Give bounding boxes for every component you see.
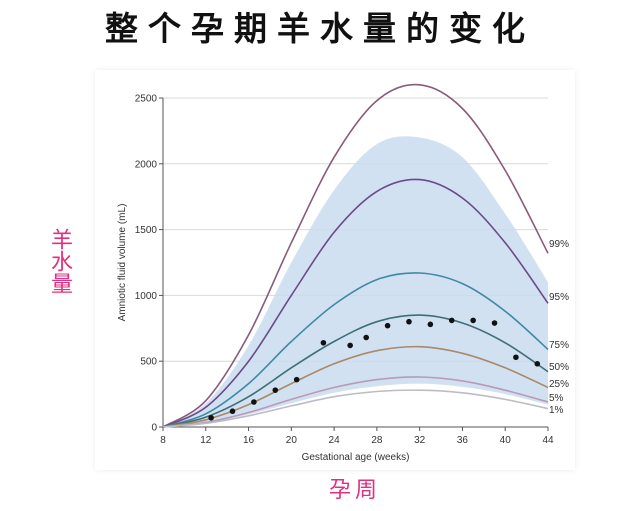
confidence-band [163, 136, 548, 428]
series-label-1pct: 1% [549, 405, 564, 416]
x-tick-label: 8 [160, 435, 166, 446]
series-label-75pct: 75% [549, 340, 569, 351]
x-axis-chinese-label: 孕周 [328, 478, 381, 503]
y-tick-label: 1000 [135, 291, 158, 302]
x-tick-label: 12 [200, 435, 212, 446]
x-tick-label: 44 [542, 435, 554, 446]
series-line-50pct [162, 314, 549, 428]
y-axis-chinese-text: 羊水量 [47, 228, 72, 294]
x-tick-label: 32 [414, 435, 426, 446]
data-point [534, 361, 541, 367]
data-point [448, 317, 455, 324]
series-label-95pct: 95% [549, 292, 569, 303]
data-point [320, 339, 327, 346]
y-tick-label: 500 [140, 357, 157, 368]
data-point [272, 387, 279, 393]
data-point [208, 414, 214, 421]
series-line-75pct [162, 272, 549, 428]
data-point [229, 408, 236, 415]
x-tick-label: 40 [500, 435, 512, 446]
x-tick-label: 16 [243, 435, 255, 446]
data-point [251, 399, 257, 405]
x-tick-label: 28 [371, 435, 383, 446]
page-title: 整个孕期羊水量的变化 [105, 9, 535, 48]
series-line-95pct [162, 178, 549, 428]
y-axis-title: Amniotic fluid volume (mL) [117, 204, 128, 322]
series-label-99pct: 99% [549, 239, 569, 250]
y-axis-chinese-label: 羊水量 [36, 228, 72, 311]
data-point [491, 320, 498, 326]
data-point [347, 342, 353, 349]
data-point [293, 376, 300, 383]
series-line-5pct [162, 376, 549, 428]
data-point [427, 321, 434, 328]
data-point [470, 317, 476, 324]
series-line-1pct [162, 389, 549, 428]
x-tick-label: 36 [457, 435, 469, 446]
x-axis-title: Gestational age (weeks) [302, 452, 410, 463]
x-tick-label: 20 [286, 435, 298, 446]
series-line-99pct [162, 83, 549, 428]
series-label-25pct: 25% [549, 379, 569, 390]
y-tick-label: 0 [151, 423, 157, 434]
series-line-25pct [162, 345, 549, 428]
series-label-50pct: 50% [549, 362, 569, 373]
data-point [406, 318, 412, 325]
x-tick-label: 24 [329, 435, 341, 446]
y-tick-label: 2500 [135, 94, 158, 105]
series-label-5pct: 5% [549, 393, 564, 404]
y-tick-label: 1500 [135, 225, 158, 236]
data-point [363, 334, 369, 341]
data-point [384, 322, 391, 329]
data-point [513, 354, 519, 361]
y-tick-label: 2000 [135, 159, 158, 170]
